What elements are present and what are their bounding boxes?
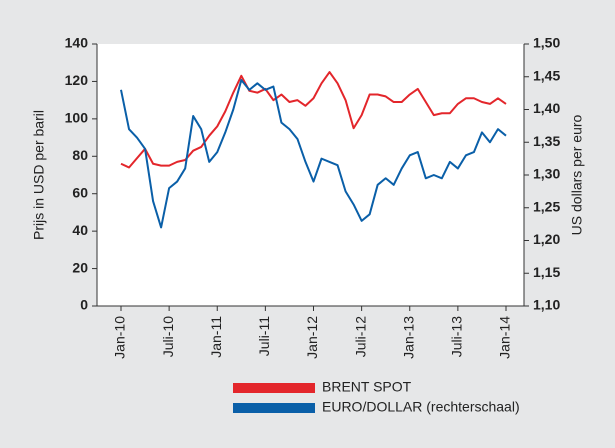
y-tick-label: 80 bbox=[72, 147, 88, 163]
y2-axis-label: US dollars per euro bbox=[569, 114, 585, 235]
y2-tick-label: 1,40 bbox=[533, 100, 560, 116]
x-tick-label: Jan-12 bbox=[304, 316, 320, 359]
x-tick-label: Jan-11 bbox=[208, 316, 224, 358]
y-tick-label: 0 bbox=[80, 297, 88, 313]
x-tick-label: Juli-11 bbox=[256, 316, 272, 356]
y2-tick-label: 1,15 bbox=[533, 264, 560, 280]
y2-tick-label: 1,10 bbox=[533, 297, 560, 313]
y-tick-label: 140 bbox=[65, 35, 89, 51]
x-tick-label: Juli-10 bbox=[160, 316, 176, 357]
y2-tick-label: 1,25 bbox=[533, 198, 560, 214]
legend-label: BRENT SPOT bbox=[322, 379, 412, 395]
y2-tick-label: 1,35 bbox=[533, 133, 560, 149]
legend-swatch bbox=[233, 383, 315, 393]
y-axis-label: Prijs in USD per baril bbox=[31, 110, 47, 240]
y2-tick-label: 1,50 bbox=[533, 35, 560, 51]
y-tick-label: 100 bbox=[65, 110, 89, 126]
x-tick-label: Jan-10 bbox=[112, 316, 128, 359]
x-tick-label: Jan-14 bbox=[497, 316, 513, 359]
y-tick-label: 20 bbox=[72, 259, 88, 275]
x-tick-label: Juli-13 bbox=[449, 316, 465, 357]
series-line bbox=[120, 79, 507, 229]
x-tick-label: Juli-12 bbox=[352, 316, 368, 357]
y-tick-label: 40 bbox=[72, 222, 88, 238]
series-line bbox=[120, 71, 507, 169]
x-tick-label: Jan-13 bbox=[400, 316, 416, 359]
y2-tick-label: 1,30 bbox=[533, 166, 560, 182]
legend-swatch bbox=[233, 403, 315, 413]
y-tick-label: 120 bbox=[65, 72, 89, 88]
y2-tick-label: 1,45 bbox=[533, 67, 560, 83]
y-tick-label: 60 bbox=[72, 184, 88, 200]
y2-tick-label: 1,20 bbox=[533, 231, 560, 247]
legend-label: EURO/DOLLAR (rechterschaal) bbox=[322, 399, 520, 415]
